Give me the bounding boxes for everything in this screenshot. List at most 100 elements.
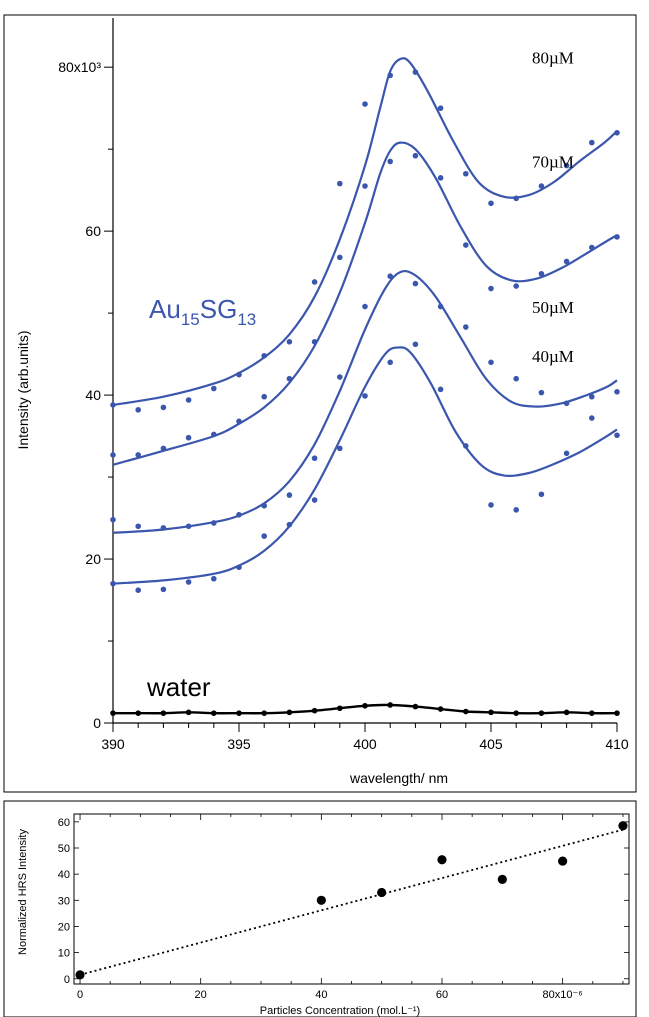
bottom-y-tick-label-10: 10 bbox=[58, 948, 70, 960]
bottom-data-point bbox=[377, 887, 387, 898]
series-80-m-point bbox=[412, 69, 419, 75]
series-70-m-point bbox=[135, 452, 141, 458]
series-water-point bbox=[513, 710, 519, 716]
series-50-m-point bbox=[337, 374, 343, 380]
bottom-chart-series bbox=[75, 821, 628, 980]
bottom-data-point bbox=[316, 895, 326, 905]
series-40-m-point bbox=[211, 575, 217, 582]
bottom-y-tick-label-0: 0 bbox=[64, 974, 70, 986]
top-y-tick-label-40: 40 bbox=[85, 387, 101, 403]
series-50-m-label: 50µM bbox=[532, 298, 574, 317]
series-50-m-point bbox=[110, 516, 116, 523]
series-70-m-point bbox=[412, 152, 419, 159]
series-water-point bbox=[538, 710, 545, 716]
series-80-m-point bbox=[488, 200, 494, 207]
top-y-axis-label: Intensity (arb.units) bbox=[15, 330, 31, 449]
series-50-m-point bbox=[185, 523, 192, 530]
series-50-m-point bbox=[286, 492, 293, 498]
series-70-m-point bbox=[286, 375, 293, 382]
series-40-m-point bbox=[538, 491, 545, 498]
series-water: water bbox=[110, 672, 620, 716]
series-40-m-point bbox=[589, 415, 595, 421]
series-80-m-point bbox=[311, 279, 318, 285]
series-water-point bbox=[412, 703, 419, 710]
series-40-m-point bbox=[488, 502, 494, 508]
series-80-m-point bbox=[286, 339, 293, 345]
series-water-point bbox=[614, 710, 620, 716]
series-50-m-point bbox=[488, 359, 494, 366]
series-80-m-point bbox=[110, 402, 116, 408]
bottom-fit-line bbox=[79, 828, 624, 976]
series-40-m-point bbox=[236, 564, 242, 571]
bottom-x-tick-label-20: 20 bbox=[195, 989, 207, 1001]
bottom-y-axis-label: Normalized HRS Intensity bbox=[17, 829, 29, 955]
top-x-axis-label: wavelength/ nm bbox=[349, 770, 448, 786]
sample-sub1: 15 bbox=[181, 310, 200, 329]
series-40-m-point bbox=[185, 579, 192, 585]
series-water-point bbox=[135, 710, 141, 716]
series-water-point bbox=[261, 710, 268, 716]
series-40-m-point bbox=[362, 393, 368, 399]
series-70-m-point bbox=[437, 175, 444, 181]
series-80-m: 80µM bbox=[110, 49, 620, 413]
bottom-y-tick-label-20: 20 bbox=[58, 921, 70, 933]
series-70-m-point bbox=[362, 183, 368, 189]
series-70-m-point bbox=[261, 393, 268, 400]
series-40-m-point bbox=[261, 533, 268, 539]
top-panel-frame bbox=[3, 14, 637, 793]
bottom-data-point bbox=[437, 855, 447, 865]
series-70-m-point bbox=[614, 234, 620, 240]
bottom-y-tick-label-40: 40 bbox=[58, 869, 70, 881]
bottom-x-tick-label-0: 0 bbox=[77, 989, 83, 1001]
series-40-m-fit-curve bbox=[112, 346, 618, 585]
series-70-m-point bbox=[563, 258, 570, 265]
series-50-m-point bbox=[135, 523, 141, 530]
series-50-m-point bbox=[362, 303, 368, 310]
series-70-m-fit-curve bbox=[112, 141, 618, 466]
sample-annotation: Au15SG13 bbox=[149, 294, 256, 329]
series-80-m-point bbox=[135, 407, 141, 413]
bottom-y-tick-label-30: 30 bbox=[58, 895, 70, 907]
series-80-m-point bbox=[362, 101, 368, 107]
series-40-m-point bbox=[463, 443, 469, 449]
series-70-m-point bbox=[488, 285, 494, 292]
series-80-m-point bbox=[589, 139, 595, 146]
series-80-m-point bbox=[563, 162, 570, 169]
series-70-m-point bbox=[311, 339, 318, 345]
series-80-m-point bbox=[538, 183, 545, 189]
series-80-m-point bbox=[614, 129, 620, 136]
series-70-m-point bbox=[513, 283, 519, 289]
top-y-tick-label-20: 20 bbox=[85, 551, 101, 567]
sample-sub2: 13 bbox=[237, 310, 256, 329]
series-80-m-point bbox=[185, 397, 192, 403]
series-water-point bbox=[160, 710, 167, 716]
series-70-m-point bbox=[337, 254, 343, 261]
series-80-m-point bbox=[437, 105, 444, 111]
series-50-m-point bbox=[236, 511, 242, 518]
series-70-m-point bbox=[538, 270, 545, 277]
bottom-x-tick-label-60: 60 bbox=[436, 989, 448, 1001]
series-40-m-point bbox=[437, 386, 444, 393]
series-80-m-point bbox=[337, 180, 343, 187]
series-50-m-point bbox=[412, 280, 419, 287]
series-water-point bbox=[211, 710, 217, 716]
bottom-data-point bbox=[558, 856, 568, 866]
series-50-m-point bbox=[538, 389, 545, 396]
series-70-m-point bbox=[387, 158, 394, 165]
top-chart-axes: 390 395 400 405 410 0 20 40 60 80x10³ bbox=[58, 18, 629, 752]
series-water-point bbox=[589, 710, 595, 716]
bottom-data-point bbox=[497, 874, 507, 884]
series-80-m-point bbox=[236, 371, 242, 378]
series-water-point bbox=[110, 710, 116, 716]
series-40-m-label: 40µM bbox=[532, 347, 574, 366]
series-water-point bbox=[236, 710, 242, 716]
top-x-tick-label-390: 390 bbox=[101, 736, 125, 752]
series-50-m-point bbox=[211, 520, 217, 526]
top-x-tick-label-405: 405 bbox=[479, 736, 503, 752]
series-50-m-point bbox=[437, 303, 444, 310]
series-40-m-point bbox=[286, 521, 293, 528]
bottom-x-tick-label-40: 40 bbox=[315, 989, 327, 1001]
sample-mid: SG bbox=[200, 294, 238, 324]
top-chart-series: 80µM 70µM 50µM 40µM water bbox=[110, 49, 620, 716]
series-70-m-point bbox=[463, 242, 469, 248]
